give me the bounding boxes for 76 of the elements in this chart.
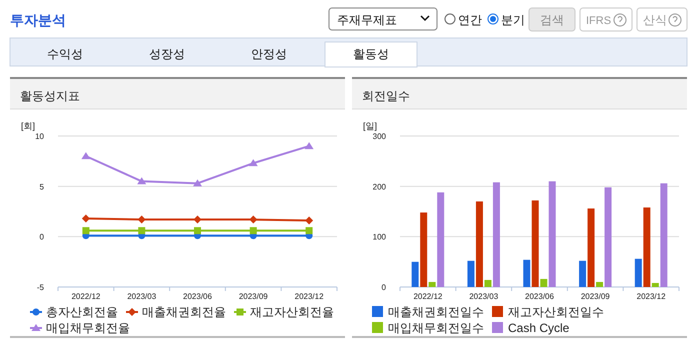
text: 검색 bbox=[540, 13, 564, 27]
legend-label: 매입채무회전율 bbox=[46, 321, 130, 335]
text: 수익성 bbox=[47, 47, 83, 61]
point bbox=[138, 227, 146, 234]
legend-label: 매출채권회전율 bbox=[142, 305, 226, 319]
x-tick-label: 2023/09 bbox=[580, 292, 610, 301]
legend-label: 재고자산회전일수 bbox=[508, 305, 604, 319]
bar bbox=[412, 262, 419, 287]
y-tick-label: 0 bbox=[40, 232, 45, 242]
legend-label: 총자산회전율 bbox=[46, 305, 118, 319]
text: 활동성 bbox=[353, 47, 389, 61]
y-tick-label: 300 bbox=[372, 132, 387, 141]
x-tick-label: 2023/09 bbox=[238, 292, 268, 301]
point bbox=[82, 214, 90, 223]
bar bbox=[467, 260, 474, 287]
bar bbox=[579, 260, 586, 287]
y-tick-label: 0 bbox=[382, 283, 387, 292]
bar bbox=[548, 181, 556, 287]
x-tick-label: 2023/12 bbox=[294, 292, 324, 301]
text: 안정성 bbox=[251, 47, 287, 61]
point bbox=[250, 227, 257, 234]
x-tick-label: 2023/06 bbox=[183, 292, 213, 301]
bar bbox=[420, 212, 428, 287]
text: IFRS bbox=[586, 15, 612, 27]
point bbox=[137, 177, 146, 184]
y-tick-label: 200 bbox=[372, 182, 387, 192]
bar bbox=[492, 182, 500, 287]
bar bbox=[634, 258, 642, 287]
text: 연간 bbox=[458, 13, 482, 27]
x-tick-label: 2023/12 bbox=[636, 292, 666, 301]
point bbox=[138, 216, 146, 224]
bar bbox=[643, 207, 650, 287]
bar bbox=[660, 183, 668, 287]
legend-label: 매입채무회전일수 bbox=[388, 321, 484, 335]
x-tick-label: 2023/06 bbox=[525, 292, 555, 301]
x-tick-label: 2023/03 bbox=[469, 292, 499, 301]
legend-label: 재고자산회전율 bbox=[250, 305, 334, 319]
bar bbox=[588, 208, 595, 287]
bar bbox=[437, 192, 444, 287]
point bbox=[304, 142, 314, 150]
point bbox=[82, 227, 90, 234]
bar bbox=[652, 282, 659, 287]
chart-title: 회전일수 bbox=[362, 89, 410, 103]
point bbox=[194, 227, 201, 234]
y-axis-title: [일] bbox=[363, 121, 378, 131]
bar bbox=[596, 282, 604, 287]
text: 성장성 bbox=[149, 47, 185, 61]
y-tick-label: 5 bbox=[40, 182, 45, 192]
point bbox=[194, 216, 202, 224]
text: 주재무제표 bbox=[337, 13, 397, 27]
bar bbox=[532, 200, 539, 287]
text: 분기 bbox=[501, 13, 525, 27]
point bbox=[305, 216, 314, 225]
point bbox=[248, 159, 258, 166]
bar bbox=[604, 187, 612, 287]
legend-label: 매출채권회전일수 bbox=[388, 305, 484, 319]
text: 산식 bbox=[643, 13, 667, 27]
y-tick-label: 10 bbox=[35, 132, 45, 141]
bar bbox=[540, 278, 548, 287]
point bbox=[81, 152, 90, 160]
point bbox=[306, 227, 313, 234]
x-tick-label: 2023/03 bbox=[127, 292, 157, 301]
text: 투자분석 bbox=[10, 12, 66, 28]
bar bbox=[523, 260, 530, 287]
legend-label: Cash Cycle bbox=[508, 321, 570, 335]
y-axis-title: [회] bbox=[21, 121, 36, 131]
bar bbox=[428, 282, 436, 287]
chart-title: 활동성지표 bbox=[20, 89, 80, 103]
point bbox=[193, 179, 202, 186]
x-tick-label: 2022/12 bbox=[71, 292, 101, 301]
bar bbox=[476, 201, 483, 287]
y-tick-label: -5 bbox=[36, 283, 45, 292]
bar bbox=[484, 280, 492, 287]
x-tick-label: 2022/12 bbox=[413, 292, 443, 301]
y-tick-label: 100 bbox=[372, 232, 387, 242]
point bbox=[249, 216, 258, 224]
